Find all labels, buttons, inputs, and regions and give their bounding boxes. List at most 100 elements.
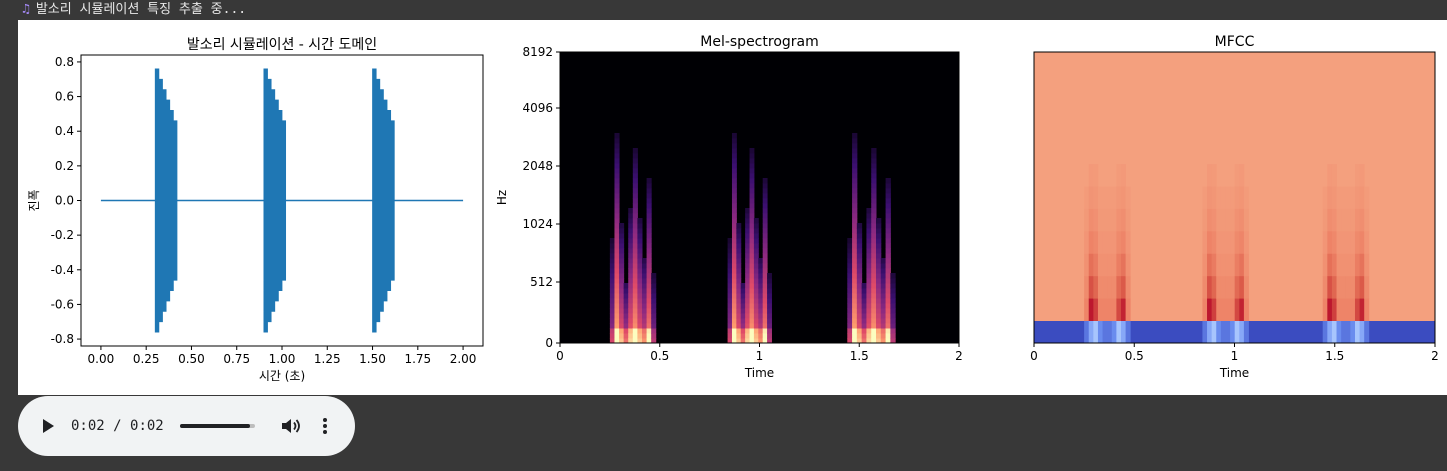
mel-cell bbox=[628, 323, 634, 329]
mel-cell bbox=[852, 138, 858, 144]
mel-cell bbox=[619, 253, 625, 259]
mel-cell bbox=[885, 283, 891, 289]
mel-cell bbox=[745, 213, 751, 219]
mel-cell bbox=[762, 298, 768, 304]
mfcc-cell bbox=[1239, 208, 1245, 232]
mel-cell bbox=[871, 233, 877, 239]
mel-cell bbox=[749, 198, 755, 204]
mfcc-cell bbox=[1345, 298, 1351, 322]
mel-cell bbox=[876, 228, 882, 234]
mel-cell bbox=[876, 253, 882, 259]
mel-cell bbox=[745, 208, 751, 214]
mel-cell bbox=[646, 278, 652, 284]
chart2-ytick-label: 1024 bbox=[522, 217, 553, 231]
volume-button[interactable] bbox=[280, 416, 302, 436]
seek-bar[interactable] bbox=[180, 424, 255, 428]
mel-cell bbox=[847, 323, 853, 329]
mel-cell bbox=[753, 278, 759, 284]
mel-cell bbox=[632, 288, 638, 294]
mel-cell bbox=[885, 223, 891, 229]
mel-cell bbox=[736, 283, 742, 289]
mel-cell bbox=[852, 133, 858, 139]
mel-cell bbox=[646, 293, 652, 299]
mel-cell bbox=[745, 263, 751, 269]
mel-cell bbox=[628, 223, 634, 229]
mel-cell bbox=[876, 233, 882, 239]
mel-cell bbox=[736, 268, 742, 274]
mel-cell bbox=[632, 308, 638, 314]
mel-cell bbox=[623, 293, 629, 299]
mel-cell bbox=[871, 323, 877, 329]
mel-cell bbox=[866, 208, 872, 214]
mfcc-cell bbox=[1107, 276, 1113, 299]
mel-cell bbox=[745, 243, 751, 249]
mfcc-cell bbox=[1220, 276, 1226, 299]
mfcc-cell bbox=[1216, 186, 1222, 210]
mfcc-cell bbox=[1120, 276, 1127, 299]
mel-cell bbox=[871, 303, 877, 309]
mfcc-cell bbox=[1093, 164, 1099, 187]
chart2-ytick-label: 8192 bbox=[522, 45, 553, 59]
mel-cell bbox=[731, 298, 737, 304]
mel-cell bbox=[727, 273, 733, 279]
mel-cell bbox=[852, 168, 858, 174]
mel-cell bbox=[852, 258, 858, 264]
mel-cell bbox=[646, 223, 652, 229]
mel-cell bbox=[736, 308, 742, 314]
mel-cell bbox=[749, 213, 755, 219]
chart1-ytick-label: 0.0 bbox=[55, 194, 74, 208]
mel-cell bbox=[628, 233, 634, 239]
mel-cell bbox=[762, 258, 768, 264]
play-button[interactable] bbox=[40, 416, 56, 436]
mel-cell bbox=[646, 213, 652, 219]
mfcc-band-cell bbox=[1088, 321, 1094, 343]
mel-cell bbox=[614, 163, 620, 169]
mel-cell bbox=[767, 298, 772, 304]
mel-cell bbox=[632, 223, 638, 229]
mfcc-cell bbox=[1341, 276, 1347, 299]
mel-cell bbox=[861, 288, 867, 294]
mel-cell bbox=[646, 303, 652, 309]
mel-cell bbox=[847, 248, 853, 254]
chart2-xtick-label: 0 bbox=[556, 349, 564, 363]
mel-cell bbox=[866, 323, 872, 329]
mel-cell bbox=[871, 223, 877, 229]
mfcc-cell bbox=[1097, 186, 1103, 210]
mel-cell bbox=[614, 158, 620, 164]
mel-cell bbox=[745, 238, 751, 244]
mel-cell bbox=[731, 143, 737, 149]
mel-cell bbox=[745, 253, 751, 259]
mel-cell bbox=[861, 283, 867, 289]
mfcc-cell bbox=[1216, 253, 1222, 277]
mfcc-band-cell bbox=[1107, 321, 1113, 343]
mel-cell bbox=[731, 238, 737, 244]
mel-cell bbox=[745, 218, 751, 224]
mfcc-cell bbox=[1107, 231, 1113, 255]
mel-cell bbox=[731, 258, 737, 264]
mel-cell bbox=[753, 258, 759, 264]
mel-cell bbox=[614, 138, 620, 144]
mel-cell bbox=[641, 258, 648, 264]
mel-cell bbox=[623, 333, 629, 339]
mel-cell bbox=[749, 228, 755, 234]
more-options-button[interactable] bbox=[321, 416, 329, 436]
mel-cell bbox=[890, 273, 896, 279]
mfcc-cell bbox=[1211, 253, 1217, 277]
mel-cell bbox=[727, 298, 733, 304]
mfcc-cell bbox=[1225, 276, 1231, 299]
mfcc-cell bbox=[1211, 276, 1217, 299]
mfcc-cell bbox=[1202, 298, 1208, 322]
mel-cell bbox=[727, 323, 733, 329]
mfcc-band-cell bbox=[1359, 321, 1365, 343]
mfcc-cell bbox=[1230, 298, 1236, 322]
mfcc-cell bbox=[1336, 253, 1342, 277]
mfcc-cell bbox=[1225, 208, 1231, 232]
mfcc-cell bbox=[1327, 276, 1333, 299]
mel-cell bbox=[876, 268, 882, 274]
mel-cell bbox=[632, 153, 638, 159]
mel-cell bbox=[646, 203, 652, 209]
mel-cell bbox=[856, 328, 863, 334]
mel-cell bbox=[856, 338, 863, 344]
mel-cell bbox=[856, 253, 863, 259]
mel-cell bbox=[632, 198, 638, 204]
